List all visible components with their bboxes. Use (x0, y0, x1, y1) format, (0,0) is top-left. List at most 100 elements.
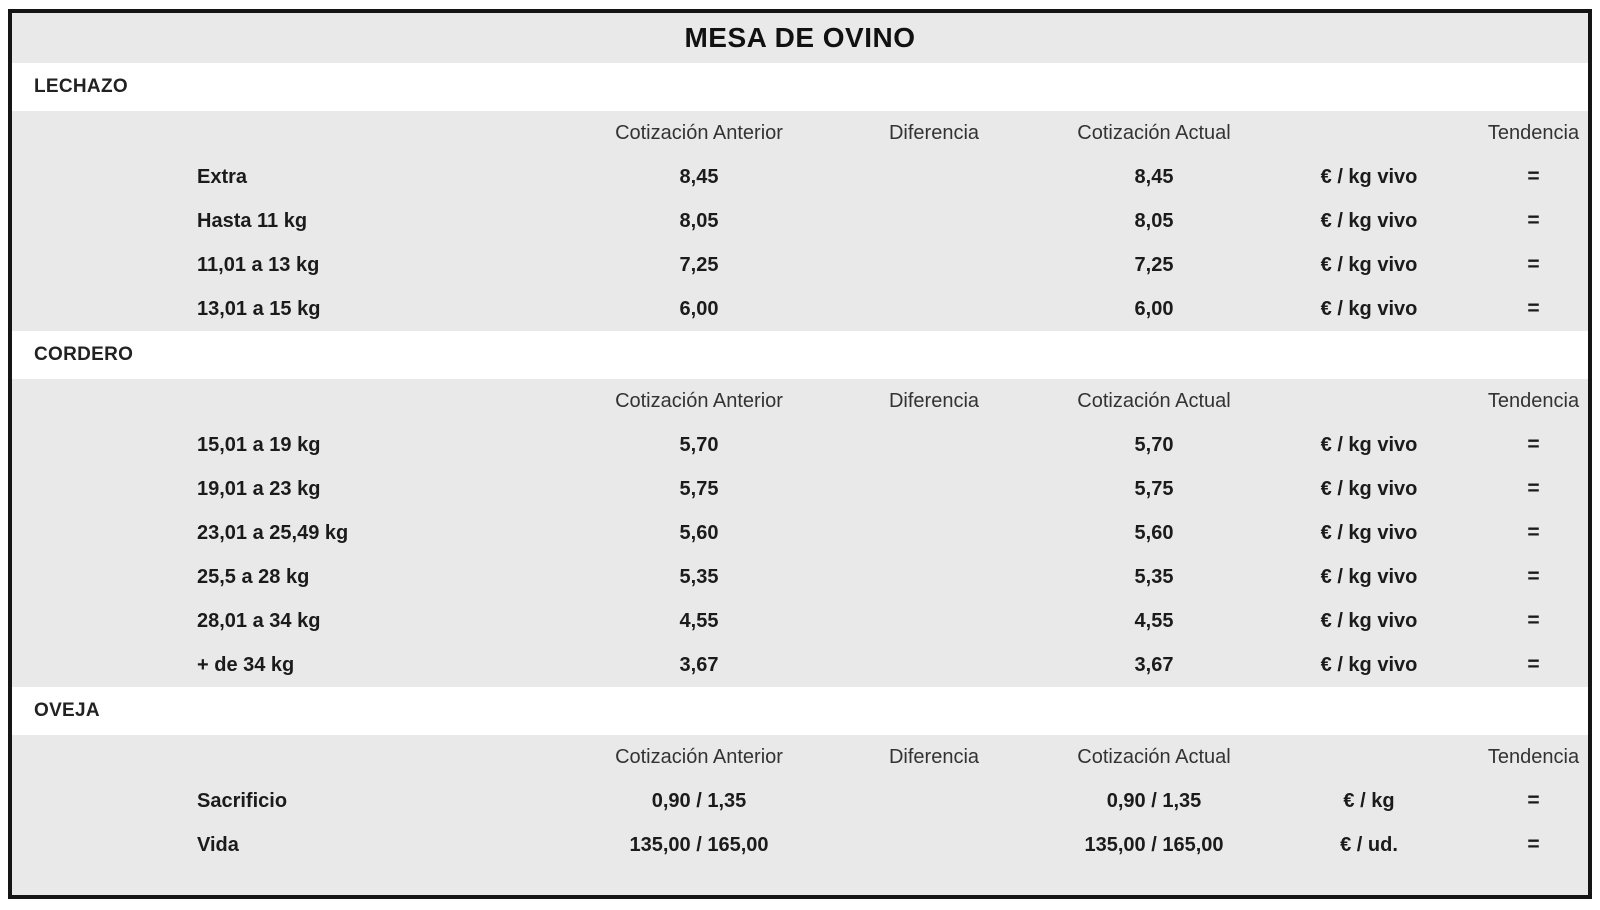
cotizacion-actual-value: 4,55 (1134, 609, 1174, 632)
cotizacion-anterior-value: 5,75 (679, 477, 719, 500)
cotizacion-actual-value: 0,90 / 1,35 (1106, 789, 1202, 812)
mesa-de-ovino-table: MESA DE OVINO LECHAZO Cotización Anterio… (8, 9, 1592, 899)
table-row: Hasta 11 kg 8,05 8,05 € / kg vivo = (12, 199, 1588, 243)
unit-label: € / kg vivo (1320, 521, 1418, 544)
section: OVEJA Cotización Anterior Diferencia Cot… (12, 687, 1588, 867)
cotizacion-anterior-value: 3,67 (679, 653, 719, 676)
table-row: Extra 8,45 8,45 € / kg vivo = (12, 155, 1588, 199)
section-rows: 15,01 a 19 kg 5,70 5,70 € / kg vivo = 19… (12, 423, 1588, 687)
column-header-diferencia: Diferencia (888, 121, 980, 144)
table-row: 25,5 a 28 kg 5,35 5,35 € / kg vivo = (12, 555, 1588, 599)
tendencia-symbol: = (1527, 609, 1540, 632)
column-header-cotizacion-actual: Cotización Actual (1077, 745, 1231, 768)
cotizacion-anterior-value: 5,35 (679, 565, 719, 588)
cotizacion-anterior-value: 8,45 (679, 165, 719, 188)
row-label: Sacrificio (197, 789, 288, 812)
cotizacion-actual-value: 5,35 (1134, 565, 1174, 588)
cotizacion-actual-value: 5,60 (1134, 521, 1174, 544)
column-header-diferencia: Diferencia (888, 389, 980, 412)
column-header-row: Cotización Anterior Diferencia Cotizació… (12, 379, 1588, 423)
cotizacion-actual-value: 135,00 / 165,00 (1084, 833, 1224, 856)
section-title: OVEJA (12, 687, 1588, 735)
row-label: Hasta 11 kg (197, 209, 308, 232)
section-title: CORDERO (12, 331, 1588, 379)
column-header-cotizacion-anterior: Cotización Anterior (615, 745, 783, 768)
unit-label: € / kg vivo (1320, 477, 1418, 500)
column-header-cotizacion-anterior: Cotización Anterior (615, 389, 783, 412)
table-row: 19,01 a 23 kg 5,75 5,75 € / kg vivo = (12, 467, 1588, 511)
cotizacion-anterior-value: 6,00 (679, 297, 719, 320)
table-row: 11,01 a 13 kg 7,25 7,25 € / kg vivo = (12, 243, 1588, 287)
row-label: 15,01 a 19 kg (197, 433, 321, 456)
section-rows: Extra 8,45 8,45 € / kg vivo = Hasta 11 k… (12, 155, 1588, 331)
unit-label: € / kg vivo (1320, 297, 1418, 320)
row-label: 25,5 a 28 kg (197, 565, 310, 588)
section-title: LECHAZO (12, 63, 1588, 111)
column-header-tendencia: Tendencia (1487, 745, 1580, 768)
row-label: 19,01 a 23 kg (197, 477, 321, 500)
table-title: MESA DE OVINO (684, 22, 916, 53)
sections-container: LECHAZO Cotización Anterior Diferencia C… (12, 63, 1588, 867)
row-label: 23,01 a 25,49 kg (197, 521, 349, 544)
cotizacion-actual-value: 5,75 (1134, 477, 1174, 500)
section: CORDERO Cotización Anterior Diferencia C… (12, 331, 1588, 687)
unit-label: € / kg (1343, 789, 1395, 812)
tendencia-symbol: = (1527, 521, 1540, 544)
table-row: Vida 135,00 / 165,00 135,00 / 165,00 € /… (12, 823, 1588, 867)
row-label: Extra (197, 165, 248, 188)
cotizacion-actual-value: 8,45 (1134, 165, 1174, 188)
cotizacion-anterior-value: 0,90 / 1,35 (651, 789, 747, 812)
cotizacion-anterior-value: 135,00 / 165,00 (629, 833, 769, 856)
unit-label: € / kg vivo (1320, 565, 1418, 588)
unit-label: € / kg vivo (1320, 253, 1418, 276)
table-row: 13,01 a 15 kg 6,00 6,00 € / kg vivo = (12, 287, 1588, 331)
cotizacion-anterior-value: 7,25 (679, 253, 719, 276)
unit-label: € / kg vivo (1320, 209, 1418, 232)
cotizacion-anterior-value: 5,60 (679, 521, 719, 544)
unit-label: € / ud. (1340, 833, 1398, 856)
section: LECHAZO Cotización Anterior Diferencia C… (12, 63, 1588, 331)
column-header-tendencia: Tendencia (1487, 389, 1580, 412)
column-header-row: Cotización Anterior Diferencia Cotizació… (12, 111, 1588, 155)
unit-label: € / kg vivo (1320, 165, 1418, 188)
tendencia-symbol: = (1527, 209, 1540, 232)
table-row: 15,01 a 19 kg 5,70 5,70 € / kg vivo = (12, 423, 1588, 467)
cotizacion-actual-value: 7,25 (1134, 253, 1174, 276)
tendencia-symbol: = (1527, 433, 1540, 456)
row-label: 11,01 a 13 kg (197, 253, 320, 276)
table-row: 28,01 a 34 kg 4,55 4,55 € / kg vivo = (12, 599, 1588, 643)
column-header-cotizacion-actual: Cotización Actual (1077, 121, 1231, 144)
cotizacion-actual-value: 8,05 (1134, 209, 1174, 232)
tendencia-symbol: = (1527, 653, 1540, 676)
cotizacion-actual-value: 6,00 (1134, 297, 1174, 320)
tendencia-symbol: = (1527, 165, 1540, 188)
column-header-cotizacion-actual: Cotización Actual (1077, 389, 1231, 412)
row-label: 28,01 a 34 kg (197, 609, 321, 632)
tendencia-symbol: = (1527, 253, 1540, 276)
tendencia-symbol: = (1527, 833, 1540, 856)
column-header-row: Cotización Anterior Diferencia Cotizació… (12, 735, 1588, 779)
tendencia-symbol: = (1527, 297, 1540, 320)
cotizacion-anterior-value: 8,05 (679, 209, 719, 232)
column-header-diferencia: Diferencia (888, 745, 980, 768)
tendencia-symbol: = (1527, 789, 1540, 812)
cotizacion-anterior-value: 5,70 (679, 433, 719, 456)
cotizacion-anterior-value: 4,55 (679, 609, 719, 632)
column-header-cotizacion-anterior: Cotización Anterior (615, 121, 783, 144)
table-row: + de 34 kg 3,67 3,67 € / kg vivo = (12, 643, 1588, 687)
tendencia-symbol: = (1527, 477, 1540, 500)
section-rows: Sacrificio 0,90 / 1,35 0,90 / 1,35 € / k… (12, 779, 1588, 867)
tendencia-symbol: = (1527, 565, 1540, 588)
row-label: + de 34 kg (197, 653, 295, 676)
unit-label: € / kg vivo (1320, 653, 1418, 676)
unit-label: € / kg vivo (1320, 609, 1418, 632)
cotizacion-actual-value: 3,67 (1134, 653, 1174, 676)
cotizacion-actual-value: 5,70 (1134, 433, 1174, 456)
table-row: Sacrificio 0,90 / 1,35 0,90 / 1,35 € / k… (12, 779, 1588, 823)
unit-label: € / kg vivo (1320, 433, 1418, 456)
row-label: 13,01 a 15 kg (197, 297, 321, 320)
row-label: Vida (197, 833, 239, 856)
table-row: 23,01 a 25,49 kg 5,60 5,60 € / kg vivo = (12, 511, 1588, 555)
column-header-tendencia: Tendencia (1487, 121, 1580, 144)
